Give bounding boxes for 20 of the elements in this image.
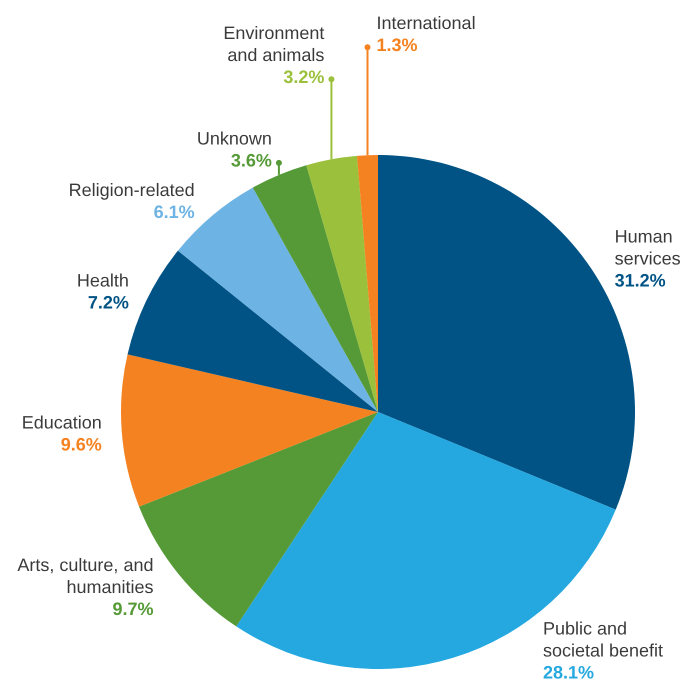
- data-label: 3.2%: [283, 66, 324, 87]
- pie-slice: [121, 354, 378, 507]
- slice-label: Religion-related: [68, 180, 195, 200]
- slice-label: International: [376, 12, 476, 33]
- data-label: 9.7%: [112, 599, 154, 620]
- slice-label: Unknown: [196, 128, 272, 148]
- data-label: 1.3%: [376, 34, 418, 55]
- slice-label: Human services: [614, 226, 681, 268]
- data-label: 3.6%: [230, 150, 272, 170]
- data-label: 9.6%: [60, 434, 102, 454]
- slice-label: Education: [22, 412, 102, 432]
- data-label: 28.1%: [542, 662, 594, 683]
- data-label: 31.2%: [614, 270, 666, 290]
- data-label: 7.2%: [88, 292, 129, 313]
- slice-label: Health: [76, 270, 129, 291]
- pie-slice: [252, 165, 378, 412]
- slice-label: Environment and animals: [223, 22, 324, 65]
- slice-label: Arts, culture, and humanities: [17, 555, 154, 598]
- data-label: 6.1%: [154, 202, 195, 222]
- slice-label: Public and societal benefit: [542, 618, 664, 661]
